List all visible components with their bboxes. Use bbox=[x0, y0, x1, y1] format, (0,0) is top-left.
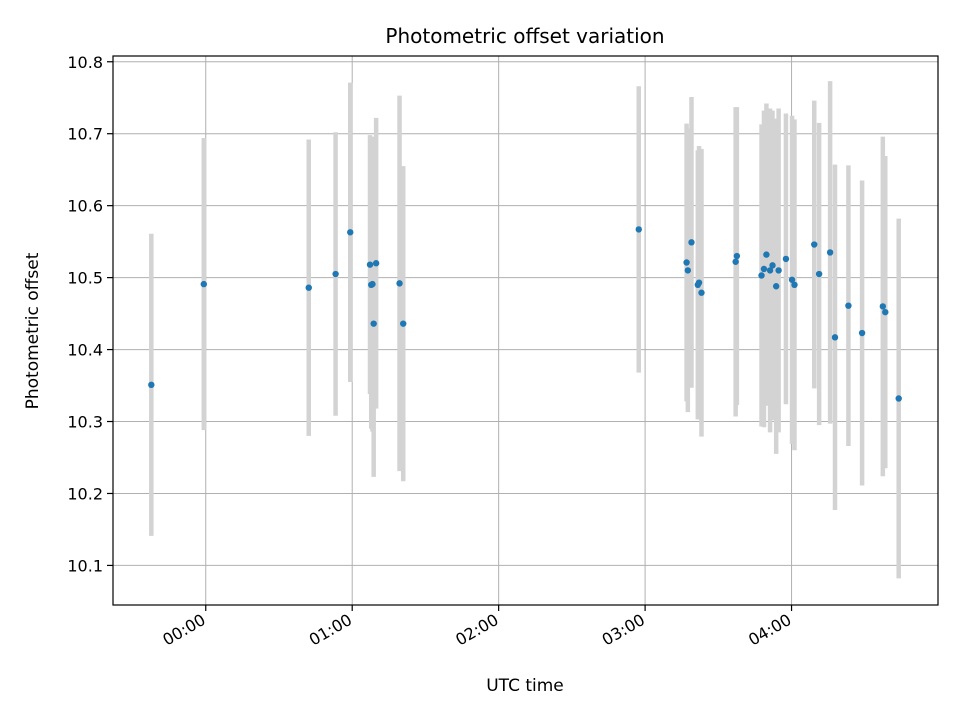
y-tick-label: 10.1 bbox=[67, 556, 103, 575]
y-tick-label: 10.2 bbox=[67, 484, 103, 503]
data-point bbox=[688, 239, 695, 246]
data-point bbox=[683, 259, 690, 266]
data-point bbox=[732, 258, 739, 265]
data-point bbox=[366, 261, 374, 268]
data-point bbox=[882, 308, 889, 316]
data-point bbox=[347, 229, 354, 236]
data-point bbox=[845, 302, 852, 309]
data-point bbox=[788, 276, 796, 283]
data-point bbox=[826, 249, 834, 256]
data-point bbox=[895, 395, 902, 402]
plot-frame bbox=[112, 55, 939, 606]
y-tick-label: 10.8 bbox=[67, 53, 103, 72]
data-point bbox=[684, 267, 692, 274]
y-tick-label: 10.5 bbox=[67, 269, 103, 288]
data-point bbox=[772, 283, 780, 290]
data-point bbox=[879, 303, 887, 310]
data-point bbox=[396, 280, 403, 287]
data-point bbox=[372, 260, 380, 267]
data-point bbox=[760, 265, 768, 273]
data-point bbox=[698, 289, 705, 296]
y-axis-ticks: 10.1 10.2 10.3 10.4 10.5 10.6 10.7 10.8 bbox=[67, 53, 113, 575]
y-tick-label: 10.4 bbox=[67, 341, 103, 360]
data-point bbox=[200, 280, 207, 288]
y-tick-label: 10.6 bbox=[67, 197, 103, 216]
data-point bbox=[305, 284, 312, 291]
chart-title: Photometric offset variation bbox=[385, 24, 664, 48]
data-point bbox=[695, 279, 703, 286]
data-point bbox=[148, 381, 155, 389]
data-point bbox=[811, 241, 818, 248]
y-tick-label: 10.7 bbox=[67, 125, 103, 144]
data-point bbox=[766, 267, 774, 274]
data-point bbox=[791, 281, 798, 289]
data-point bbox=[370, 320, 377, 327]
data-point bbox=[758, 272, 765, 279]
y-axis-label: Photometric offset bbox=[23, 252, 43, 409]
data-point bbox=[369, 280, 376, 288]
data-point bbox=[635, 226, 642, 233]
data-point bbox=[733, 252, 741, 260]
data-points bbox=[148, 226, 902, 402]
data-point bbox=[831, 334, 839, 341]
data-point bbox=[815, 270, 823, 278]
data-point bbox=[763, 251, 770, 258]
data-point bbox=[782, 255, 790, 263]
data-point bbox=[775, 267, 782, 274]
y-tick-label: 10.3 bbox=[67, 413, 103, 432]
data-point bbox=[332, 270, 339, 278]
data-point bbox=[769, 262, 776, 269]
data-point bbox=[400, 320, 407, 327]
x-axis-label: UTC time bbox=[486, 676, 564, 696]
data-point bbox=[858, 329, 866, 337]
